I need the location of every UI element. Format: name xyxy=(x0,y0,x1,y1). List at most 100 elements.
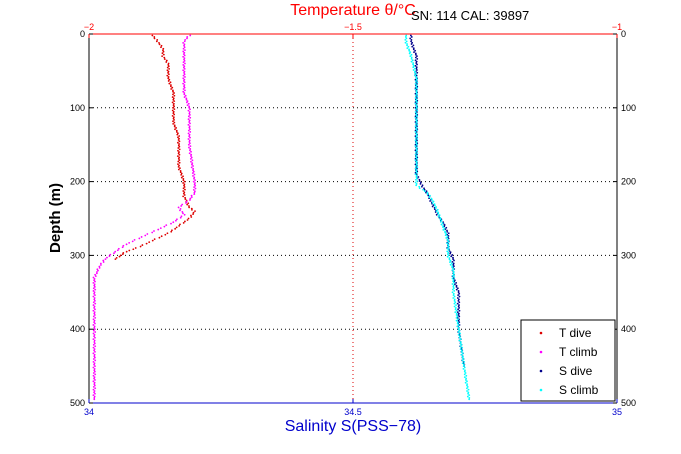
data-point xyxy=(138,237,141,240)
data-point xyxy=(187,109,190,112)
data-point xyxy=(183,96,186,98)
data-point xyxy=(404,41,407,44)
y-tick-label-right: 0 xyxy=(621,29,626,39)
data-point xyxy=(98,265,101,268)
data-point xyxy=(176,218,178,221)
data-point xyxy=(183,92,186,94)
data-point xyxy=(186,203,189,206)
data-point xyxy=(439,216,442,219)
data-point xyxy=(459,345,462,348)
data-point xyxy=(414,70,416,73)
data-point xyxy=(171,96,174,98)
data-point xyxy=(414,59,417,62)
data-point xyxy=(193,176,196,179)
data-point xyxy=(459,342,462,345)
data-point xyxy=(189,142,191,145)
data-point xyxy=(190,216,193,218)
data-point xyxy=(416,121,418,123)
data-point xyxy=(93,312,96,315)
ticks: 0 0 100 100 200 200 300 300 400 400 500 500 −2 −1.5 −1… xyxy=(70,22,636,417)
data-point xyxy=(157,228,160,231)
data-point xyxy=(458,321,461,323)
data-point xyxy=(455,312,458,315)
data-point xyxy=(183,58,185,61)
data-point xyxy=(183,183,186,186)
data-point xyxy=(457,326,460,329)
data-point xyxy=(156,39,159,41)
data-point xyxy=(458,292,461,295)
data-point xyxy=(416,87,418,90)
data-point xyxy=(160,235,163,238)
data-point xyxy=(416,138,419,140)
data-point xyxy=(92,309,95,312)
data-point xyxy=(452,272,455,274)
data-point xyxy=(177,132,179,135)
data-point xyxy=(93,333,96,336)
data-point xyxy=(416,101,418,104)
data-point xyxy=(92,366,95,369)
data-point xyxy=(178,224,181,227)
data-point xyxy=(96,271,98,273)
data-point xyxy=(445,233,448,235)
data-point xyxy=(437,215,440,218)
data-point xyxy=(139,245,142,248)
data-point xyxy=(92,360,95,363)
data-point xyxy=(455,286,458,288)
data-point xyxy=(416,143,418,146)
data-point xyxy=(444,234,447,237)
data-point xyxy=(93,291,96,294)
chart-title: SN: 114 CAL: 39897 xyxy=(411,8,529,23)
data-point xyxy=(92,343,95,346)
data-point xyxy=(467,388,470,391)
data-point xyxy=(186,219,189,221)
data-point xyxy=(418,180,421,183)
data-point xyxy=(177,144,180,147)
data-point xyxy=(414,178,417,181)
data-point xyxy=(115,256,118,259)
data-point xyxy=(455,288,458,291)
data-point xyxy=(414,164,417,167)
data-point xyxy=(182,53,185,56)
data-point xyxy=(452,297,455,299)
data-point xyxy=(158,236,161,239)
data-point xyxy=(192,213,194,215)
data-point xyxy=(413,74,416,77)
data-point xyxy=(93,292,95,295)
data-point xyxy=(116,249,119,252)
data-point xyxy=(463,376,466,379)
data-point xyxy=(184,89,186,92)
data-point xyxy=(119,254,122,257)
data-point xyxy=(189,148,192,150)
data-point xyxy=(454,301,457,304)
data-point xyxy=(177,165,180,168)
series-t-dive xyxy=(114,34,196,260)
data-point xyxy=(96,268,99,271)
data-point xyxy=(93,356,96,359)
data-point xyxy=(426,191,429,194)
data-point xyxy=(183,93,186,96)
data-point xyxy=(451,291,454,294)
data-point xyxy=(148,241,151,244)
data-point xyxy=(177,160,180,163)
bottom-tick-label: 34 xyxy=(84,407,94,417)
data-point xyxy=(172,104,175,107)
data-point xyxy=(415,118,418,121)
data-point xyxy=(415,66,418,69)
data-point xyxy=(414,106,417,109)
data-point xyxy=(461,356,464,359)
data-point xyxy=(93,369,96,372)
data-point xyxy=(440,219,443,222)
data-point xyxy=(93,305,96,308)
data-point xyxy=(456,322,459,325)
data-point xyxy=(456,287,459,290)
y-tick-label-right: 400 xyxy=(621,324,636,334)
data-point xyxy=(455,309,458,312)
data-point xyxy=(415,140,418,143)
data-point xyxy=(415,126,418,129)
data-point xyxy=(94,379,96,381)
data-point xyxy=(93,353,96,356)
data-point xyxy=(457,291,460,294)
data-point xyxy=(456,302,459,305)
data-point xyxy=(167,65,170,68)
data-point xyxy=(166,74,169,77)
